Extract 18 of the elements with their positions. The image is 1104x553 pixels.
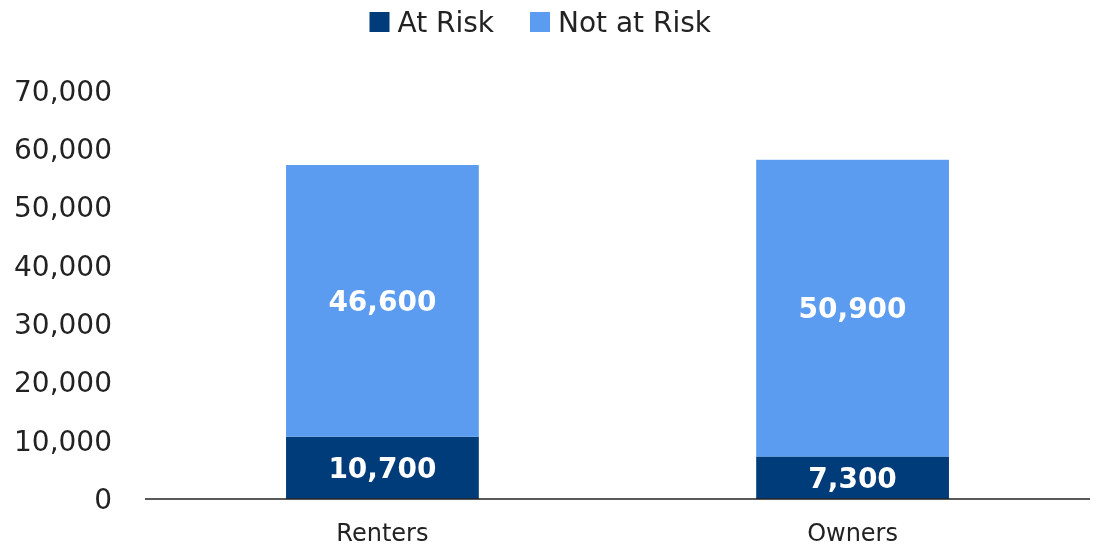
y-tick-label: 10,000 xyxy=(14,424,112,458)
legend-label: At Risk xyxy=(397,5,495,39)
y-tick-label: 40,000 xyxy=(14,249,112,283)
x-tick-label: Owners xyxy=(807,519,899,547)
legend-label: Not at Risk xyxy=(558,5,712,39)
y-tick-label: 70,000 xyxy=(14,74,112,108)
bar xyxy=(286,165,479,437)
y-tick-label: 50,000 xyxy=(14,191,112,225)
y-tick-label: 20,000 xyxy=(14,366,112,400)
data-label: 7,300 xyxy=(808,461,897,495)
bar xyxy=(756,159,949,457)
y-tick-label: 30,000 xyxy=(14,307,112,341)
data-label: 10,700 xyxy=(328,451,437,485)
data-label: 46,600 xyxy=(328,284,437,318)
y-tick-label: 0 xyxy=(94,482,112,516)
x-tick-label: Renters xyxy=(336,519,429,547)
y-tick-label: 60,000 xyxy=(14,133,112,167)
data-label: 50,900 xyxy=(798,291,907,325)
